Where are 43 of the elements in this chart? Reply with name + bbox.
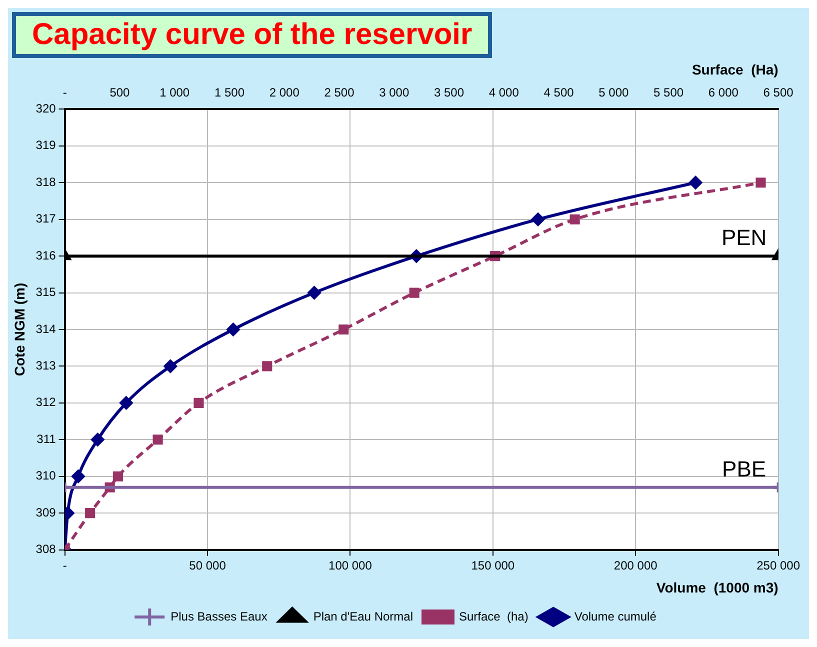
- x-axis-title: Volume (1000 m3): [656, 579, 778, 596]
- x2-tick-label: 6 000: [708, 85, 739, 100]
- x2-tick-label: 5 500: [654, 85, 684, 100]
- x2-tick-label: 5 000: [598, 85, 629, 100]
- x-tick-label: 150 000: [471, 558, 515, 572]
- x-tick-label: -: [62, 558, 67, 572]
- y-tick-label: 318: [36, 174, 56, 189]
- chart-title: Capacity curve of the reservoir: [12, 12, 492, 58]
- x-tick-label: 50 000: [189, 558, 226, 572]
- y-tick-label: 317: [36, 212, 56, 226]
- y-tick-label: 320: [36, 102, 56, 116]
- legend-label: Volume cumulé: [574, 609, 657, 624]
- x2-tick-label: -: [62, 85, 67, 100]
- x2-tick-label: 6 500: [763, 85, 794, 100]
- y-tick-label: 315: [36, 285, 56, 300]
- y-tick-label: 308: [36, 542, 56, 556]
- annotation: PEN: [721, 225, 767, 250]
- legend-label: Plan d'Eau Normal: [313, 609, 414, 624]
- annotation: PBE: [722, 456, 766, 482]
- y-tick-label: 310: [36, 468, 56, 483]
- x-tick-label: 250 000: [756, 558, 800, 572]
- y-tick-label: 312: [36, 395, 56, 410]
- x2-tick-label: 4 000: [488, 85, 520, 100]
- legend-label: Surface (ha): [458, 609, 528, 624]
- x2-tick-label: 3 500: [434, 85, 464, 100]
- x2-axis-title: Surface (Ha): [692, 61, 778, 78]
- y-tick-label: 313: [36, 358, 56, 373]
- x2-tick-label: 1 000: [160, 85, 190, 100]
- x2-tick-label: 2 000: [269, 85, 300, 100]
- x2-tick-label: 4 500: [544, 85, 574, 100]
- y-tick-label: 314: [36, 322, 56, 336]
- x2-tick-label: 500: [110, 85, 130, 100]
- y-tick-label: 309: [36, 505, 56, 520]
- x2-tick-label: 3 000: [379, 85, 410, 100]
- x2-tick-label: 2 500: [324, 85, 355, 100]
- legend-label: Plus Basses Eaux: [170, 609, 268, 624]
- y-axis-title: Cote NGM (m): [11, 282, 28, 376]
- y-tick-label: 316: [36, 248, 56, 262]
- y-tick-label: 319: [36, 138, 56, 152]
- x-tick-label: 100 000: [328, 558, 372, 572]
- x2-tick-label: 1 500: [214, 85, 245, 100]
- x-tick-label: 200 000: [614, 558, 658, 572]
- y-tick-label: 311: [36, 432, 56, 446]
